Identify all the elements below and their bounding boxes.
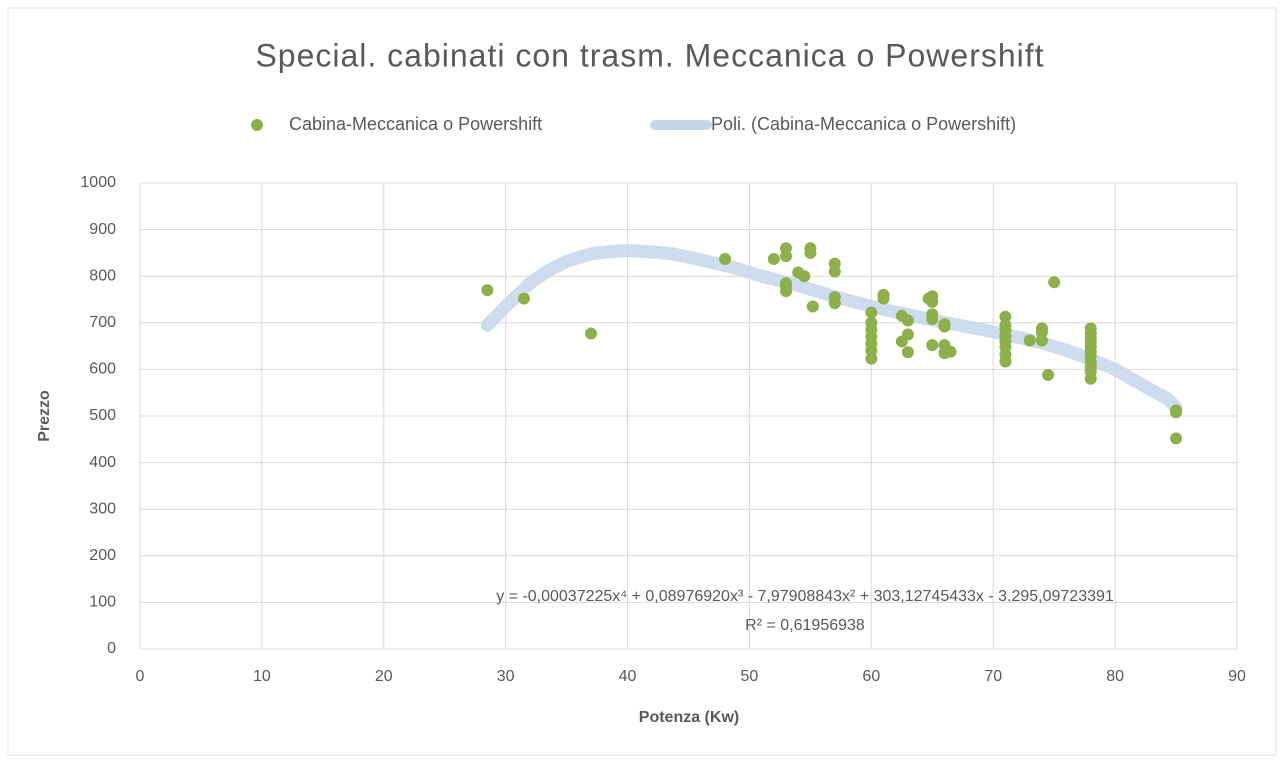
- x-tick-label: 50: [741, 668, 759, 685]
- point: [1048, 276, 1061, 289]
- legend: Cabina-Meccanica o Powershift Poli. (Cabi…: [251, 114, 1016, 134]
- y-tick-label: 700: [89, 314, 116, 331]
- chart-title: Special. cabinati con trasm. Meccanica o…: [255, 37, 1044, 73]
- point: [877, 292, 890, 305]
- y-tick-label: 900: [89, 221, 116, 238]
- point: [926, 313, 939, 326]
- point: [865, 352, 878, 365]
- point: [798, 270, 811, 283]
- point: [999, 355, 1012, 368]
- legend-label: Cabina-Meccanica o Powershift: [289, 114, 542, 134]
- point: [767, 252, 780, 265]
- point: [517, 292, 530, 305]
- point: [780, 250, 793, 263]
- y-tick-label: 600: [89, 361, 116, 378]
- point: [1084, 372, 1097, 385]
- point: [901, 314, 914, 327]
- y-tick-label: 1000: [80, 174, 116, 191]
- r-squared: R² = 0,61956938: [745, 617, 865, 634]
- x-tick-label: 10: [253, 668, 271, 685]
- x-axis-title: Potenza (Kw): [639, 709, 739, 726]
- point: [804, 246, 817, 259]
- x-tick-label: 0: [136, 668, 145, 685]
- point: [1042, 368, 1055, 381]
- x-tick-label: 30: [497, 668, 515, 685]
- y-tick-label: 500: [89, 407, 116, 424]
- plot: [480, 242, 1183, 445]
- point: [1035, 326, 1048, 339]
- point: [1170, 432, 1183, 445]
- point: [828, 297, 841, 310]
- y-tick-label: 200: [89, 547, 116, 564]
- y-tick-label: 400: [89, 454, 116, 471]
- x-tick-label: 20: [375, 668, 393, 685]
- point: [926, 339, 939, 352]
- x-tick-label: 70: [984, 668, 1002, 685]
- x-tick-label: 90: [1228, 668, 1246, 685]
- point: [865, 306, 878, 319]
- point: [806, 300, 819, 313]
- point: [926, 295, 939, 308]
- equation: y = -0,00037225x⁴ + 0,08976920x³ - 7,979…: [496, 588, 1114, 605]
- legend-label: Poli. (Cabina-Meccanica o Powershift): [711, 114, 1016, 134]
- point: [999, 310, 1012, 323]
- point: [944, 345, 957, 358]
- point: [1035, 334, 1048, 347]
- point: [901, 328, 914, 341]
- y-tick-label: 300: [89, 500, 116, 517]
- point: [1170, 406, 1183, 419]
- point: [828, 265, 841, 278]
- point: [584, 327, 597, 340]
- point: [901, 346, 914, 359]
- y-axis-title: Prezzo: [36, 390, 53, 442]
- y-tick-label: 0: [107, 640, 116, 657]
- grid: 0 100 200 300 400 500 600 700 800 900 1000 0 10 20 30 4…: [80, 174, 1246, 685]
- x-tick-label: 80: [1106, 668, 1124, 685]
- legend-marker: [251, 119, 263, 131]
- y-tick-label: 800: [89, 267, 116, 284]
- point: [780, 285, 793, 298]
- y-tick-label: 100: [89, 594, 116, 611]
- x-tick-label: 40: [619, 668, 637, 685]
- point: [938, 320, 951, 333]
- point: [481, 284, 494, 297]
- point: [719, 252, 732, 265]
- x-tick-label: 60: [862, 668, 880, 685]
- chart-frame: [7, 7, 1277, 756]
- trendline: [480, 244, 1183, 415]
- point: [1023, 334, 1036, 347]
